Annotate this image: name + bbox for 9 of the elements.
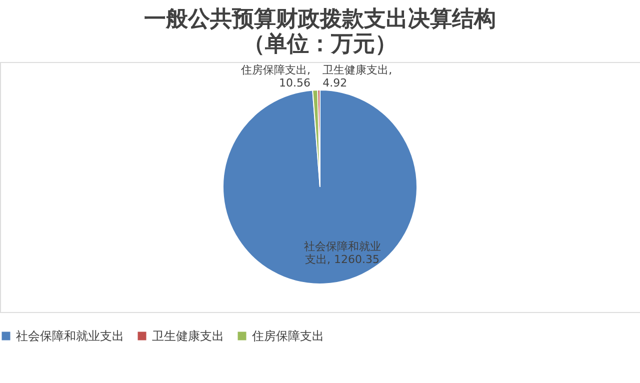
pie-slice (222, 90, 418, 284)
legend-label: 住房保障支出 (251, 329, 324, 343)
legend-label: 卫生健康支出 (152, 329, 224, 343)
data-label: 卫生健康支出, 4.92 (322, 63, 392, 90)
legend-label: 社会保障和就业支出 (16, 329, 124, 343)
data-label: 住房保障支出, 10.56 (241, 63, 311, 90)
chart-subtitle: （单位：万元） (243, 32, 397, 57)
data-label: 社会保障和就业支出, 1260.35 (304, 240, 381, 266)
chart-title: 一般公共预算财政拨款支出决算结构 (144, 7, 496, 32)
